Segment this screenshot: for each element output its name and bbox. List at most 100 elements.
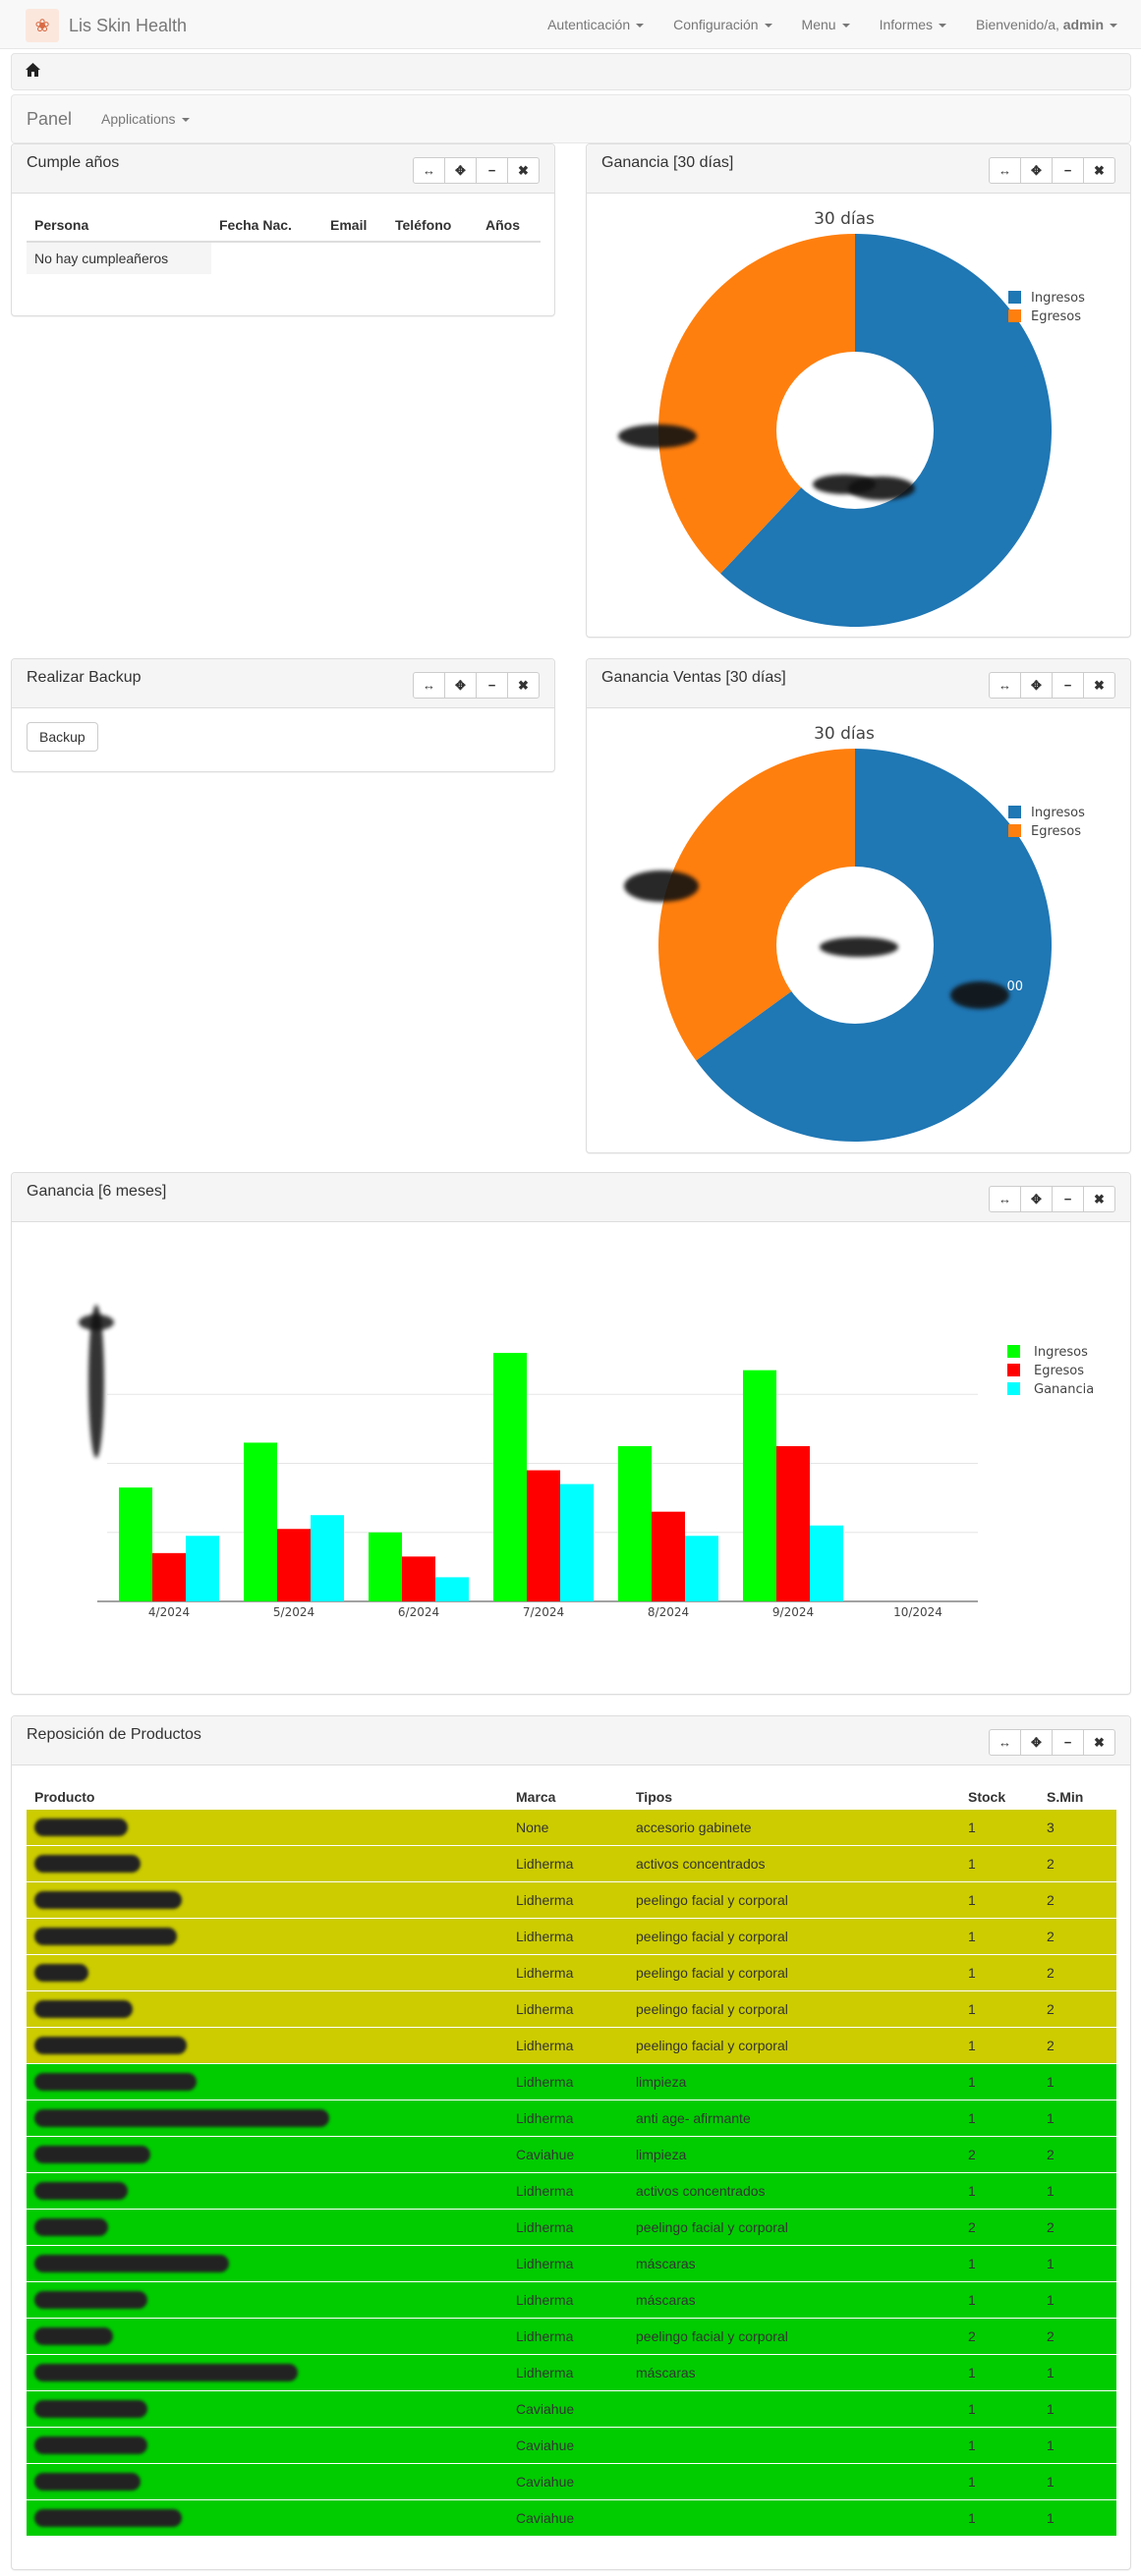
close-icon[interactable]: ✖ — [1083, 672, 1115, 699]
table-row[interactable]: Caviahue limpieza 2 2 — [27, 2135, 1116, 2172]
minimize-icon[interactable]: − — [1052, 1186, 1084, 1212]
col-fecha-nac: Fecha Nac. — [211, 209, 322, 243]
type-cell: máscaras — [628, 2244, 960, 2281]
move-icon[interactable]: ✥ — [444, 157, 477, 184]
redacted-product-name — [34, 2363, 298, 2381]
type-cell: peelingo facial y corporal — [628, 1989, 960, 2027]
birthdays-header: Cumple años ↔ ✥ − ✖ — [12, 144, 554, 194]
close-icon[interactable]: ✖ — [1083, 157, 1115, 184]
panel-title[interactable]: Panel — [27, 108, 73, 129]
bar-egresos-4/2024 — [152, 1552, 186, 1601]
profit6-bar-chart: 4/2024 5/2024 6/2024 7/2024 8/2024 9/2024 10/2… — [79, 1305, 1094, 1619]
table-row[interactable]: Lidherma máscaras 1 1 — [27, 2353, 1116, 2390]
brand-cell: Caviahue — [508, 2498, 628, 2536]
table-row[interactable]: Caviahue 1 1 — [27, 2498, 1116, 2536]
min-stock-cell: 1 — [1039, 2462, 1116, 2499]
minimize-icon[interactable]: − — [476, 672, 508, 699]
resize-horizontal-icon[interactable]: ↔ — [413, 672, 445, 699]
brand-cell: Lidherma — [508, 2099, 628, 2136]
min-stock-cell: 1 — [1039, 2099, 1116, 2136]
table-row[interactable]: Lidherma máscaras 1 1 — [27, 2280, 1116, 2318]
table-row[interactable]: Lidherma máscaras 1 1 — [27, 2244, 1116, 2281]
close-icon[interactable]: ✖ — [507, 157, 540, 184]
close-icon[interactable]: ✖ — [1083, 1186, 1115, 1212]
minimize-icon[interactable]: − — [1052, 157, 1084, 184]
nav-autenticacion-label: Autenticación — [547, 17, 631, 32]
table-row[interactable]: Lidherma peelingo facial y corporal 1 2 — [27, 1880, 1116, 1918]
resize-horizontal-icon[interactable]: ↔ — [989, 1729, 1021, 1756]
min-stock-cell: 2 — [1039, 2135, 1116, 2172]
brand-cell: Lidherma — [508, 2062, 628, 2100]
table-row[interactable]: None accesorio gabinete 1 3 — [27, 1808, 1116, 1845]
nav-menu-dropdown[interactable]: Menu — [802, 17, 850, 32]
resize-horizontal-icon[interactable]: ↔ — [989, 672, 1021, 699]
table-row[interactable]: Caviahue 1 1 — [27, 2426, 1116, 2463]
table-row[interactable]: Lidherma activos concentrados 1 1 — [27, 2171, 1116, 2209]
resize-horizontal-icon[interactable]: ↔ — [989, 1186, 1021, 1212]
nav-menu-label: Menu — [801, 17, 836, 32]
minimize-icon[interactable]: − — [1052, 672, 1084, 699]
brand-cell: Lidherma — [508, 2208, 628, 2245]
nav-user-menu[interactable]: Bienvenido/a, admin — [976, 17, 1117, 32]
table-row[interactable]: Lidherma peelingo facial y corporal 1 2 — [27, 1989, 1116, 2027]
close-icon[interactable]: ✖ — [1083, 1729, 1115, 1756]
col-telefono: Teléfono — [387, 209, 478, 243]
move-icon[interactable]: ✥ — [1020, 1729, 1053, 1756]
stock-cell: 1 — [960, 1880, 1039, 1918]
redacted-y-axis-labels — [79, 1315, 114, 1330]
legend-egresos: Egresos — [1034, 1364, 1084, 1378]
brand-cell: Lidherma — [508, 2026, 628, 2063]
redacted-product-name — [34, 1999, 133, 2018]
backup-button[interactable]: Backup — [27, 722, 98, 752]
minimize-icon[interactable]: − — [476, 157, 508, 184]
x-tick-label: 5/2024 — [273, 1605, 314, 1619]
home-icon[interactable] — [26, 63, 40, 81]
brand-name: Lis Skin Health — [69, 15, 188, 35]
stock-cell: 1 — [960, 2026, 1039, 2063]
stock-cell: 1 — [960, 1917, 1039, 1954]
table-row[interactable]: Lidherma peelingo facial y corporal 2 2 — [27, 2208, 1116, 2245]
stock-cell: 1 — [960, 2244, 1039, 2281]
minimize-icon[interactable]: − — [1052, 1729, 1084, 1756]
table-row[interactable]: Lidherma limpieza 1 1 — [27, 2062, 1116, 2100]
move-icon[interactable]: ✥ — [444, 672, 477, 699]
product-name-cell — [27, 1917, 508, 1954]
redacted-product-name — [34, 2326, 113, 2345]
nav-informes-label: Informes — [879, 17, 934, 32]
nav-informes[interactable]: Informes — [879, 17, 947, 32]
legend-swatch-egresos — [1007, 1364, 1020, 1376]
type-cell: máscaras — [628, 2353, 960, 2390]
move-icon[interactable]: ✥ — [1020, 672, 1053, 699]
legend-ganancia: Ganancia — [1034, 1382, 1094, 1397]
col-persona: Persona — [27, 209, 211, 243]
bar-ganancia-8/2024 — [685, 1536, 718, 1601]
table-row[interactable]: Lidherma peelingo facial y corporal 1 2 — [27, 1917, 1116, 1954]
table-row[interactable]: Caviahue 1 1 — [27, 2389, 1116, 2427]
stock-cell: 1 — [960, 2498, 1039, 2536]
resize-horizontal-icon[interactable]: ↔ — [413, 157, 445, 184]
table-row[interactable]: Lidherma activos concentrados 1 2 — [27, 1844, 1116, 1881]
brand-cell: Lidherma — [508, 2317, 628, 2354]
table-row[interactable]: Lidherma peelingo facial y corporal 2 2 — [27, 2317, 1116, 2354]
table-row[interactable]: Lidherma peelingo facial y corporal 1 2 — [27, 1953, 1116, 1990]
move-icon[interactable]: ✥ — [1020, 1186, 1053, 1212]
nav-configuracion[interactable]: Configuración — [673, 17, 772, 32]
move-icon[interactable]: ✥ — [1020, 157, 1053, 184]
chart-title: 30 días — [814, 724, 875, 744]
close-icon[interactable]: ✖ — [507, 672, 540, 699]
x-tick-label: 6/2024 — [398, 1605, 439, 1619]
brand-cell: Lidherma — [508, 1953, 628, 1990]
min-stock-cell: 2 — [1039, 1917, 1116, 1954]
stock-cell: 1 — [960, 2171, 1039, 2209]
product-name-cell — [27, 2171, 508, 2209]
nav-autenticacion[interactable]: Autenticación — [547, 17, 645, 32]
table-row[interactable]: Lidherma peelingo facial y corporal 1 2 — [27, 2026, 1116, 2063]
brand[interactable]: ❀ Lis Skin Health — [26, 9, 187, 42]
resize-horizontal-icon[interactable]: ↔ — [989, 157, 1021, 184]
restock-title: Reposición de Productos — [27, 1726, 201, 1743]
stock-cell: 1 — [960, 2389, 1039, 2427]
applications-dropdown[interactable]: Applications — [101, 111, 190, 127]
redacted-product-name — [34, 1818, 128, 1836]
table-row[interactable]: Lidherma anti age- afirmante 1 1 — [27, 2099, 1116, 2136]
table-row[interactable]: Caviahue 1 1 — [27, 2462, 1116, 2499]
